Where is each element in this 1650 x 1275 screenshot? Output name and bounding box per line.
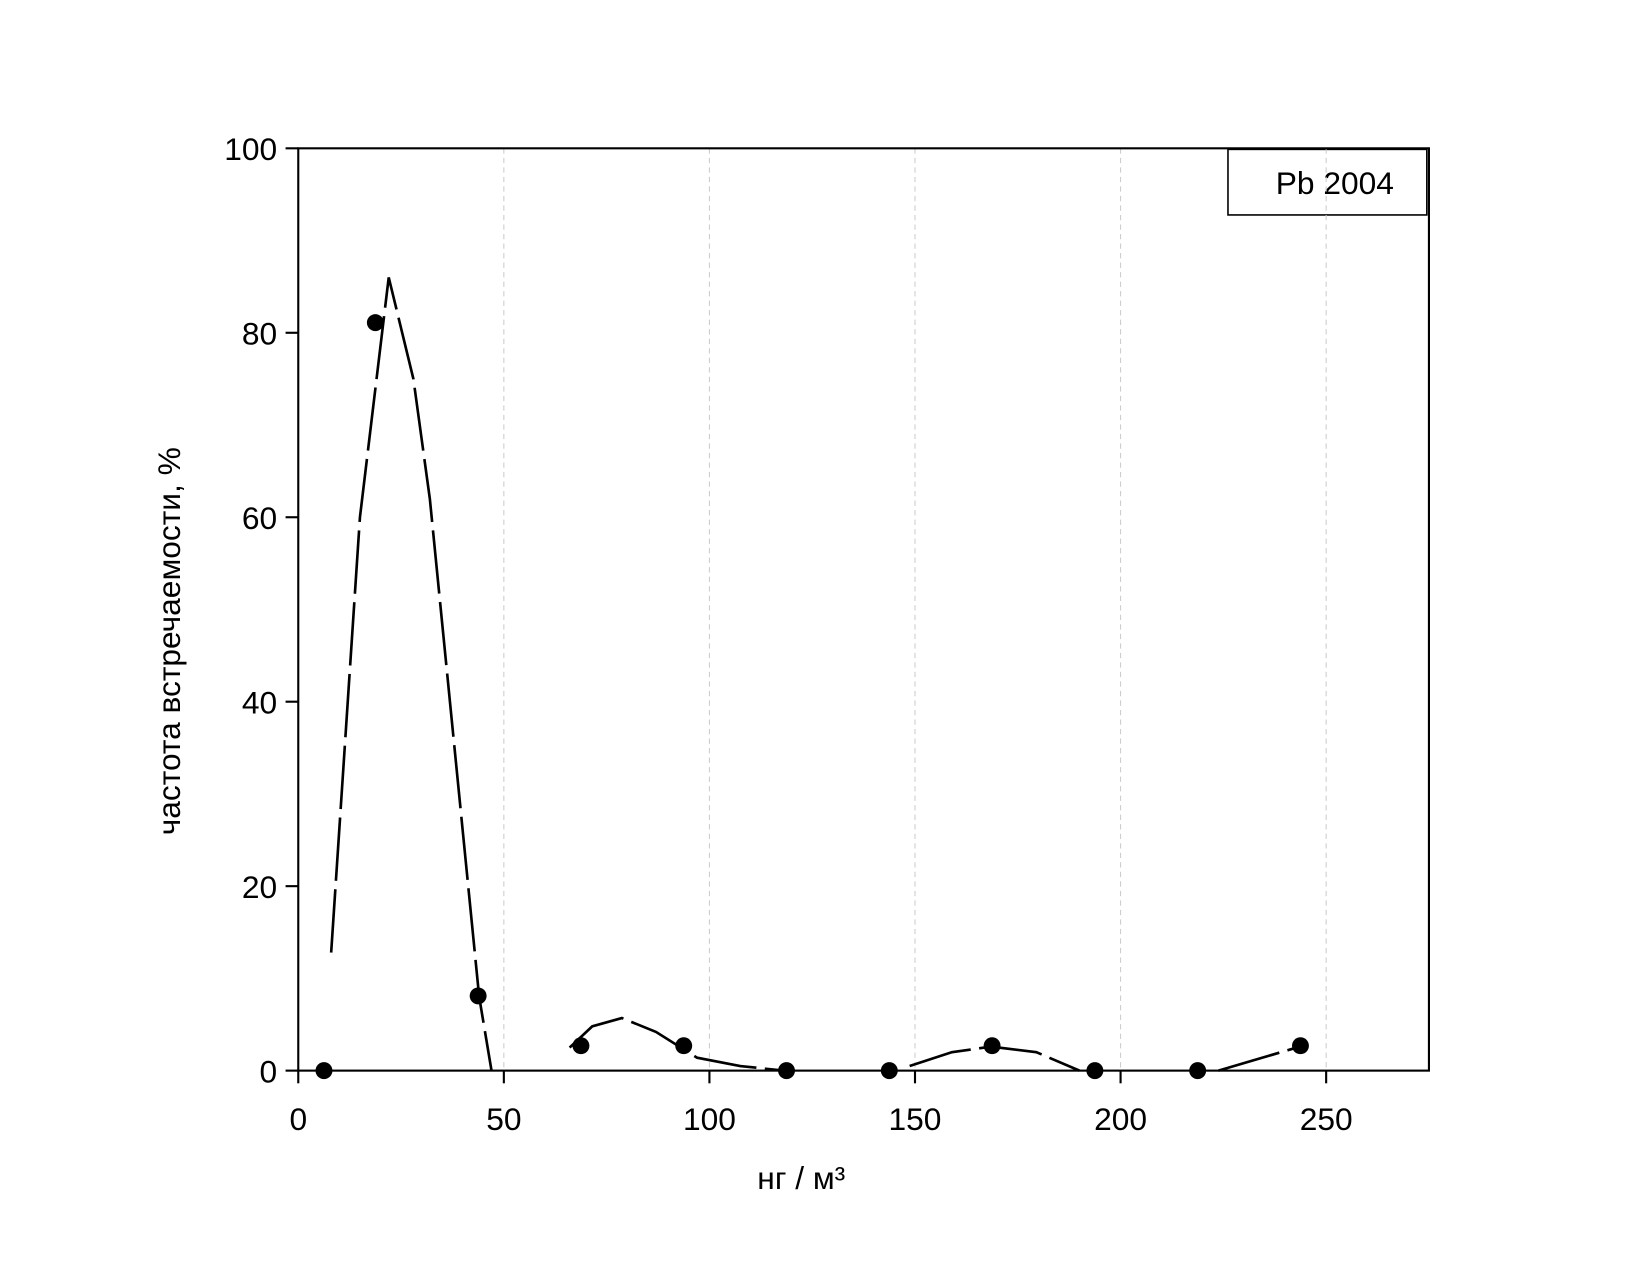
data-point: [1189, 1062, 1207, 1080]
legend-box: [1227, 148, 1428, 216]
legend-label: Pb 2004: [1276, 165, 1394, 201]
x-tick-label: 250: [1300, 1101, 1353, 1137]
data-point: [315, 1062, 333, 1080]
fit-curve: [329, 277, 1301, 1072]
data-point: [366, 314, 384, 332]
x-tick-label: 150: [889, 1101, 942, 1137]
y-tick-label: 80: [242, 315, 277, 351]
y-tick-label: 20: [242, 869, 277, 905]
x-tick-label: 200: [1094, 1101, 1147, 1137]
y-tick-label: 0: [259, 1053, 277, 1089]
data-point: [778, 1062, 795, 1080]
y-tick-label: 60: [242, 500, 277, 536]
x-tick-label: 100: [683, 1101, 736, 1137]
data-point: [572, 1037, 590, 1055]
x-axis-label: нг / м³: [757, 1160, 845, 1196]
x-tick-label: 0: [289, 1101, 307, 1137]
y-tick-label: 40: [242, 684, 277, 720]
x-tick-label: 50: [486, 1101, 521, 1137]
data-point: [1291, 1037, 1309, 1055]
data-point: [675, 1037, 693, 1055]
plot-frame: [297, 147, 1430, 1072]
data-point: [880, 1062, 898, 1080]
data-point: [1086, 1062, 1104, 1080]
y-axis-label: частота встречаемости, %: [151, 447, 187, 835]
y-tick-label: 100: [224, 131, 277, 167]
